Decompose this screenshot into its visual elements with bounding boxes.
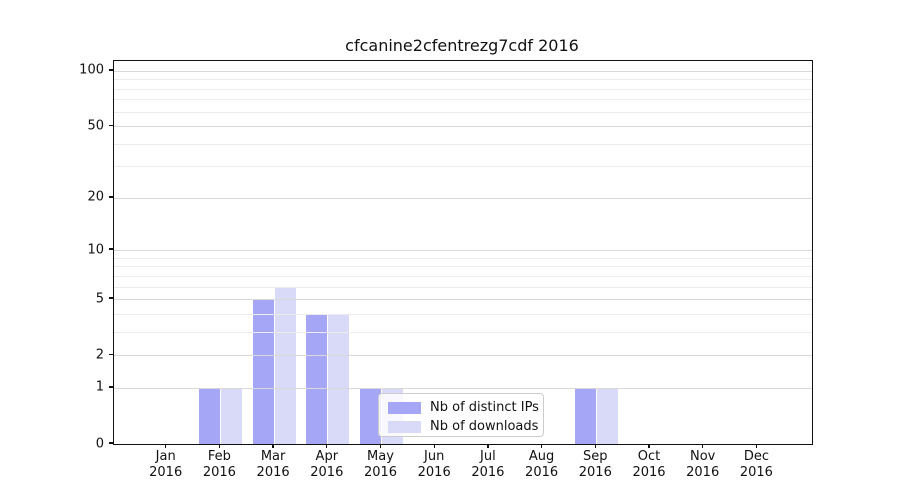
y-tick-label-1: 1 [95, 379, 104, 395]
x-tick-mark-feb [218, 444, 221, 449]
gridline-major-100 [114, 70, 812, 72]
y-tick-mark-5 [109, 297, 113, 299]
bar-distinct-ips-may [360, 387, 381, 444]
x-tick-mark-apr [326, 444, 328, 449]
y-tick-mark-0 [109, 442, 113, 444]
x-tick-mark-mar [272, 444, 274, 449]
y-tick-label-100: 100 [79, 62, 104, 78]
legend-item-distinct-ips: Nb of distinct IPs [379, 399, 543, 416]
gridline-minor-9 [114, 257, 812, 259]
y-tick-label-2: 2 [95, 347, 104, 363]
x-tick-label-aug: Aug 2016 [525, 449, 559, 480]
legend-label-distinct-ips: Nb of distinct IPs [430, 400, 539, 415]
x-tick-label-apr: Apr 2016 [310, 449, 344, 480]
x-tick-mark-aug [540, 444, 543, 449]
x-tick-label-sep: Sep 2016 [578, 449, 612, 480]
y-tick-label-20: 20 [87, 189, 104, 205]
legend-label-downloads: Nb of downloads [430, 419, 539, 434]
x-tick-label-may: May 2016 [363, 449, 398, 480]
gridline-major-20 [114, 197, 812, 199]
legend-item-downloads: Nb of downloads [379, 418, 543, 435]
gridline-minor-60 [114, 111, 812, 113]
bar-distinct-ips-feb [198, 387, 220, 444]
x-tick-mark-nov [702, 444, 704, 449]
bar-downloads-mar [274, 286, 296, 444]
y-tick-mark-2 [109, 353, 113, 355]
y-tick-label-0: 0 [95, 436, 104, 451]
y-tick-mark-10 [109, 248, 113, 250]
bar-downloads-feb [220, 387, 242, 444]
gridline-major-2 [114, 355, 812, 357]
y-tick-label-50: 50 [87, 118, 104, 134]
x-tick-mark-oct [648, 444, 650, 449]
bar-distinct-ips-mar [252, 299, 274, 444]
bar-downloads-apr [328, 313, 350, 444]
gridline-minor-30 [114, 166, 812, 168]
gridline-minor-90 [114, 79, 812, 81]
y-tick-label-10: 10 [87, 242, 104, 258]
gridline-minor-70 [114, 99, 812, 101]
x-tick-label-dec: Dec 2016 [739, 449, 773, 480]
y-tick-mark-100 [109, 69, 113, 71]
gridline-minor-6 [114, 286, 812, 288]
x-tick-mark-jul [487, 444, 489, 449]
legend-swatch-downloads [388, 420, 421, 433]
y-tick-mark-20 [109, 196, 113, 198]
gridline-major-5 [114, 299, 812, 301]
x-tick-label-oct: Oct 2016 [632, 449, 666, 480]
y-tick-mark-1 [109, 386, 113, 388]
gridline-minor-4 [114, 313, 812, 315]
gridline-major-1 [114, 387, 812, 389]
gridline-major-10 [114, 250, 812, 252]
gridline-minor-3 [114, 331, 812, 333]
legend-swatch-distinct-ips [388, 401, 421, 414]
x-tick-mark-dec [755, 444, 758, 449]
chart-title: cfcanine2cfentrezg7cdf 2016 [345, 36, 579, 55]
bar-downloads-sep [596, 387, 618, 444]
gridline-minor-7 [114, 275, 812, 277]
y-tick-mark-50 [109, 124, 113, 126]
x-tick-mark-sep [594, 444, 596, 449]
gridline-minor-40 [114, 143, 812, 145]
y-tick-label-5: 5 [95, 291, 104, 307]
gridline-minor-8 [114, 266, 812, 268]
legend: Nb of distinct IPs Nb of downloads [378, 393, 544, 437]
gridline-minor-80 [114, 88, 812, 90]
x-tick-mark-jun [433, 444, 435, 449]
bar-distinct-ips-sep [574, 387, 596, 444]
x-tick-mark-jan [165, 444, 167, 449]
bar-distinct-ips-apr [306, 313, 328, 444]
x-tick-label-jun: Jun 2016 [417, 449, 451, 480]
x-tick-label-jul: Jul 2016 [471, 449, 505, 480]
plot-area [113, 60, 813, 445]
x-tick-label-nov: Nov 2016 [686, 449, 720, 480]
x-tick-label-feb: Feb 2016 [202, 449, 236, 480]
x-tick-mark-may [379, 444, 382, 449]
gridline-major-50 [114, 126, 812, 128]
x-tick-label-jan: Jan 2016 [149, 449, 183, 480]
x-tick-label-mar: Mar 2016 [256, 449, 290, 480]
